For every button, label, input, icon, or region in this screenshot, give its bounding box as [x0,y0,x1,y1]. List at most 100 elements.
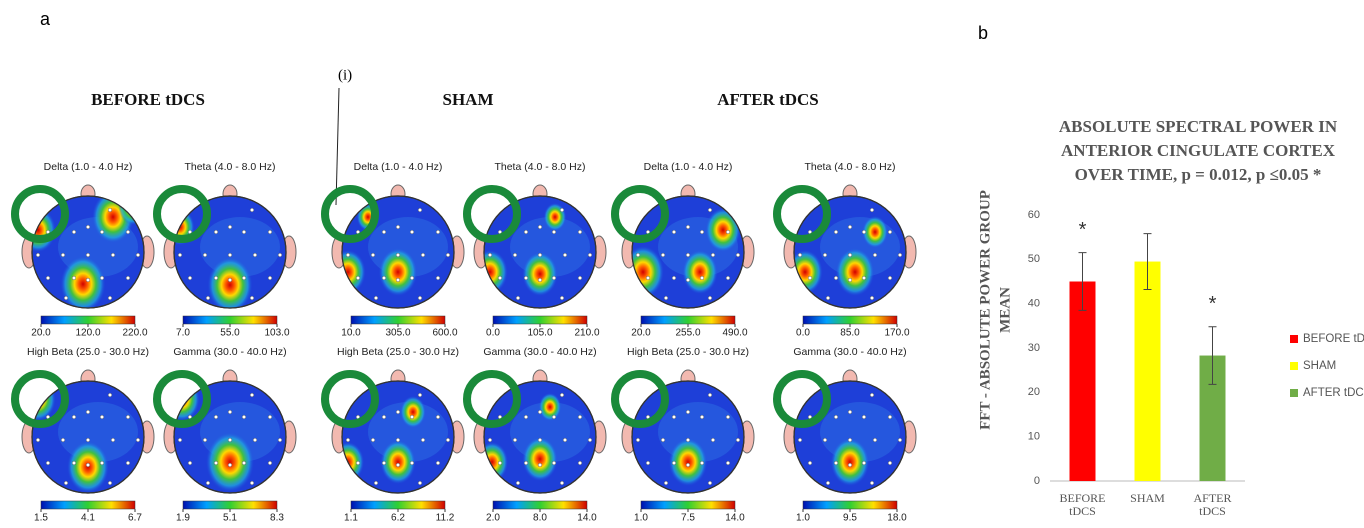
marker: (i) [338,67,352,83]
electrode [64,296,68,300]
electrode [188,276,192,280]
electrode [808,461,812,465]
colorbar-label: 255.0 [675,328,700,339]
y-axis-label: FFT - ABSOLUTE POWER GROUP [977,190,993,430]
electrode [560,208,564,212]
electrode [228,225,232,229]
electrode [64,481,68,485]
electrode [250,208,254,212]
band-label: High Beta (25.0 - 30.0 Hz) [627,346,749,358]
electrode [126,415,130,419]
electrode [488,438,492,442]
legend-label: SHAM [1303,360,1336,372]
colorbar-label: 7.5 [681,513,695,524]
electrode [214,461,218,465]
electrode [848,278,852,282]
electrode [136,253,140,257]
electrode [524,276,528,280]
electrode [86,463,90,467]
group-title: SHAM [443,90,494,109]
electrode [86,438,90,442]
colorbar-label: 2.0 [486,513,500,524]
band-label: Gamma (30.0 - 40.0 Hz) [793,346,906,358]
electrode [206,296,210,300]
electrode [578,230,582,234]
colorbar-label: 18.0 [887,513,907,524]
panel-label: a [40,9,51,29]
electrode [242,230,246,234]
colorbar [183,501,277,509]
electrode [700,230,704,234]
electrode [798,438,802,442]
colorbar [641,316,735,324]
electrode [538,463,542,467]
electrode [228,463,232,467]
electrode [870,481,874,485]
panel-label: b [978,23,988,43]
electrode [862,276,866,280]
activity-blob [67,441,109,493]
colorbar-label: 0.0 [796,328,810,339]
colorbar [41,501,135,509]
electrode [371,253,375,257]
electrode [686,438,690,442]
electrode [524,230,528,234]
electrode [736,438,740,442]
x-tick-label: AFTERtDCS [1193,491,1231,518]
colorbar [493,316,587,324]
activity-blob [836,248,874,296]
electrode [686,410,690,414]
electrode [552,230,556,234]
electrode [396,438,400,442]
electrode [700,276,704,280]
electrode [552,461,556,465]
activity-blob [539,393,561,421]
colorbar-label: 7.0 [176,328,190,339]
legend-swatch [1290,335,1298,343]
bar [1135,262,1161,481]
electrode [396,278,400,282]
electrode [826,296,830,300]
electrode [711,253,715,257]
electrode [250,296,254,300]
electrode [538,438,542,442]
electrode [436,276,440,280]
electrode [346,253,350,257]
electrode [578,415,582,419]
electrode [242,461,246,465]
y-tick-label: 50 [1028,253,1040,265]
electrode [100,276,104,280]
electrode [588,438,592,442]
electrode [126,461,130,465]
colorbar [41,316,135,324]
y-tick-label: 40 [1028,298,1040,310]
electrode [356,276,360,280]
electrode [410,230,414,234]
significance-mark: * [1209,293,1217,315]
electrode [708,208,712,212]
electrode [86,253,90,257]
electrode [708,393,712,397]
y-tick-label: 10 [1028,431,1040,443]
electrode [708,296,712,300]
electrode [242,276,246,280]
figure: a b (i) BEFORE tDCSDelta (1.0 - 4.0 Hz)2… [0,0,1364,528]
colorbar-label: 9.5 [843,513,857,524]
electrode [578,276,582,280]
band-label: Delta (1.0 - 4.0 Hz) [644,161,733,173]
electrode [382,276,386,280]
colorbar-label: 10.0 [341,328,361,339]
electrode [898,438,902,442]
electrode [46,276,50,280]
electrode [513,253,517,257]
electrode [61,253,65,257]
electrode [588,253,592,257]
electrode [898,253,902,257]
band-label: Theta (4.0 - 8.0 Hz) [494,161,585,173]
electrode [848,253,852,257]
electrode [516,296,520,300]
electrode [356,461,360,465]
electrode [228,278,232,282]
electrode [203,438,207,442]
electrode [72,230,76,234]
